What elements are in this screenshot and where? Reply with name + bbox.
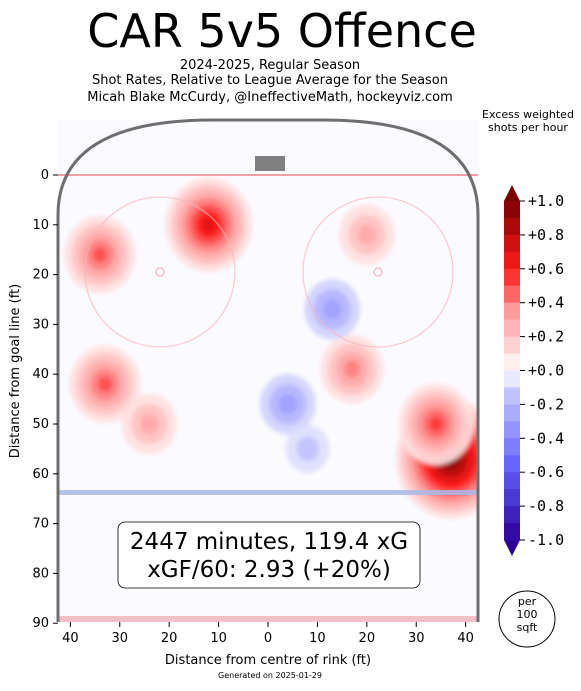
colorbar-bin-4 [504, 268, 520, 287]
annotation-xgf60: xGF/60: 2.93 (+20%) [147, 557, 391, 583]
y-tick-label-7: 70 [32, 517, 49, 532]
colorbar-bin-15 [504, 455, 520, 473]
colorbar-tick-label-0: +1.0 [528, 192, 564, 210]
colorbar-tick-label-2: +0.6 [528, 260, 564, 278]
rink-boards [56, 118, 480, 622]
left-faceoff-circle [84, 196, 236, 348]
heatmap-contour-9-2 [278, 393, 298, 415]
goal-net [255, 156, 285, 171]
y-tick-label-8: 80 [32, 566, 49, 581]
annotation-box [117, 521, 421, 589]
heatmap-contour-6-2 [357, 224, 377, 245]
y-tick-label-6: 60 [32, 467, 49, 482]
chart-subtitle-description: Shot Rates, Relative to League Average f… [91, 73, 449, 88]
colorbar-bin-17 [504, 489, 520, 507]
y-axis: 0 10 20 30 40 50 60 70 80 90 [32, 168, 58, 631]
heatmap-contour-10-1 [296, 436, 319, 461]
colorbar-tick-label-3: +0.4 [528, 294, 564, 312]
annotation-minutes-xg: 2447 minutes, 119.4 xG [130, 529, 408, 555]
x-tick-label-8: 40 [457, 631, 474, 646]
colorbar-bin-9 [504, 353, 520, 371]
heatmap-layer [64, 177, 478, 519]
heatmap-contour-2-4 [97, 376, 113, 392]
x-tick-label-7: 30 [408, 631, 425, 646]
colorbar-bin-11 [504, 387, 520, 405]
colorbar-bin-10 [504, 370, 520, 388]
x-tick-label-1: 30 [111, 631, 128, 646]
colorbar-tick-label-1: +0.8 [528, 226, 564, 244]
colorbar-bin-0 [504, 201, 520, 219]
chart-subtitle-season: 2024-2025, Regular Season [179, 58, 361, 73]
colorbar-bin-1 [504, 217, 520, 236]
right-faceoff-circle [302, 196, 454, 348]
unit-badge [498, 590, 556, 648]
y-axis-label: Distance from goal line (ft) [8, 284, 23, 458]
y-tick-label-9: 90 [32, 616, 49, 631]
colorbar-bin-5 [504, 285, 520, 304]
colorbar-tick-label-8: -0.6 [528, 463, 564, 481]
colorbar-tick-label-4: +0.2 [528, 328, 564, 346]
colorbar-bin-8 [504, 336, 520, 355]
x-tick-label-5: 10 [309, 631, 326, 646]
y-tick-label-2: 20 [32, 268, 49, 283]
y-tick-label-5: 50 [32, 417, 49, 432]
colorbar-bin-12 [504, 404, 520, 422]
colorbar-title: Excess weighted shots per hour [482, 108, 574, 134]
colorbar-bin-16 [504, 472, 520, 490]
colorbar-extend-max [504, 185, 520, 201]
colorbar-bin-6 [504, 302, 520, 321]
y-tick-label-3: 30 [32, 317, 49, 332]
x-axis-label: Distance from centre of rink (ft) [165, 653, 371, 668]
heatmap-contour-8-2 [322, 299, 342, 320]
x-tick-label-0: 40 [62, 631, 79, 646]
chart-subtitle-author: Micah Blake McCurdy, @IneffectiveMath, h… [87, 90, 453, 105]
generated-date: Generated on 2025-01-29 [218, 671, 322, 680]
colorbar-tick-label-10: -1.0 [528, 531, 564, 549]
heatmap-contour-3-2 [140, 413, 159, 435]
heatmap-contour-0-6 [202, 218, 215, 232]
heatmap-contour-1-4 [92, 246, 108, 263]
rink-markings [56, 118, 480, 622]
heatmap-contour-7-3 [344, 360, 360, 378]
colorbar-bin-19 [504, 523, 520, 541]
x-tick-label-3: 10 [210, 631, 227, 646]
colorbar-extend-min [504, 540, 520, 556]
heatmap-contour-5-5 [429, 417, 443, 431]
unit-badge-line-2: sqft [517, 621, 538, 634]
unit-badge-line-0: per [518, 595, 537, 608]
colorbar-tick-label-6: -0.2 [528, 395, 564, 413]
x-tick-label-2: 20 [161, 631, 178, 646]
colorbar-tick-label-9: -0.8 [528, 497, 564, 515]
colorbar-bin-2 [504, 234, 520, 253]
colorbar-bin-13 [504, 421, 520, 439]
colorbar-tick-label-5: +0.0 [528, 362, 564, 380]
colorbar-bin-3 [504, 251, 520, 270]
x-tick-label-6: 20 [359, 631, 376, 646]
y-tick-label-1: 10 [32, 218, 49, 233]
unit-badge-text: per 100 sqft [517, 595, 539, 634]
x-tick-label-4: 0 [264, 631, 272, 646]
colorbar-bin-7 [504, 319, 520, 338]
colorbar-bin-18 [504, 506, 520, 524]
chart-title: CAR 5v5 Offence [87, 4, 477, 58]
y-tick-label-4: 40 [32, 367, 49, 382]
colorbar-bin-14 [504, 438, 520, 456]
blue-line [58, 490, 478, 495]
red-line [58, 616, 478, 622]
unit-badge-line-1: 100 [517, 608, 538, 621]
x-axis: 40 30 20 10 0 10 20 30 40 [62, 622, 474, 646]
left-faceoff-dot [155, 267, 165, 277]
colorbar: +1.0 +0.8 +0.6 +0.4 +0.2 +0.0 -0.2 -0.4 -0.6 -0.8… [504, 185, 564, 556]
y-tick-label-0: 0 [41, 168, 49, 183]
colorbar-tick-label-7: -0.4 [528, 429, 564, 447]
right-faceoff-dot [373, 267, 383, 277]
